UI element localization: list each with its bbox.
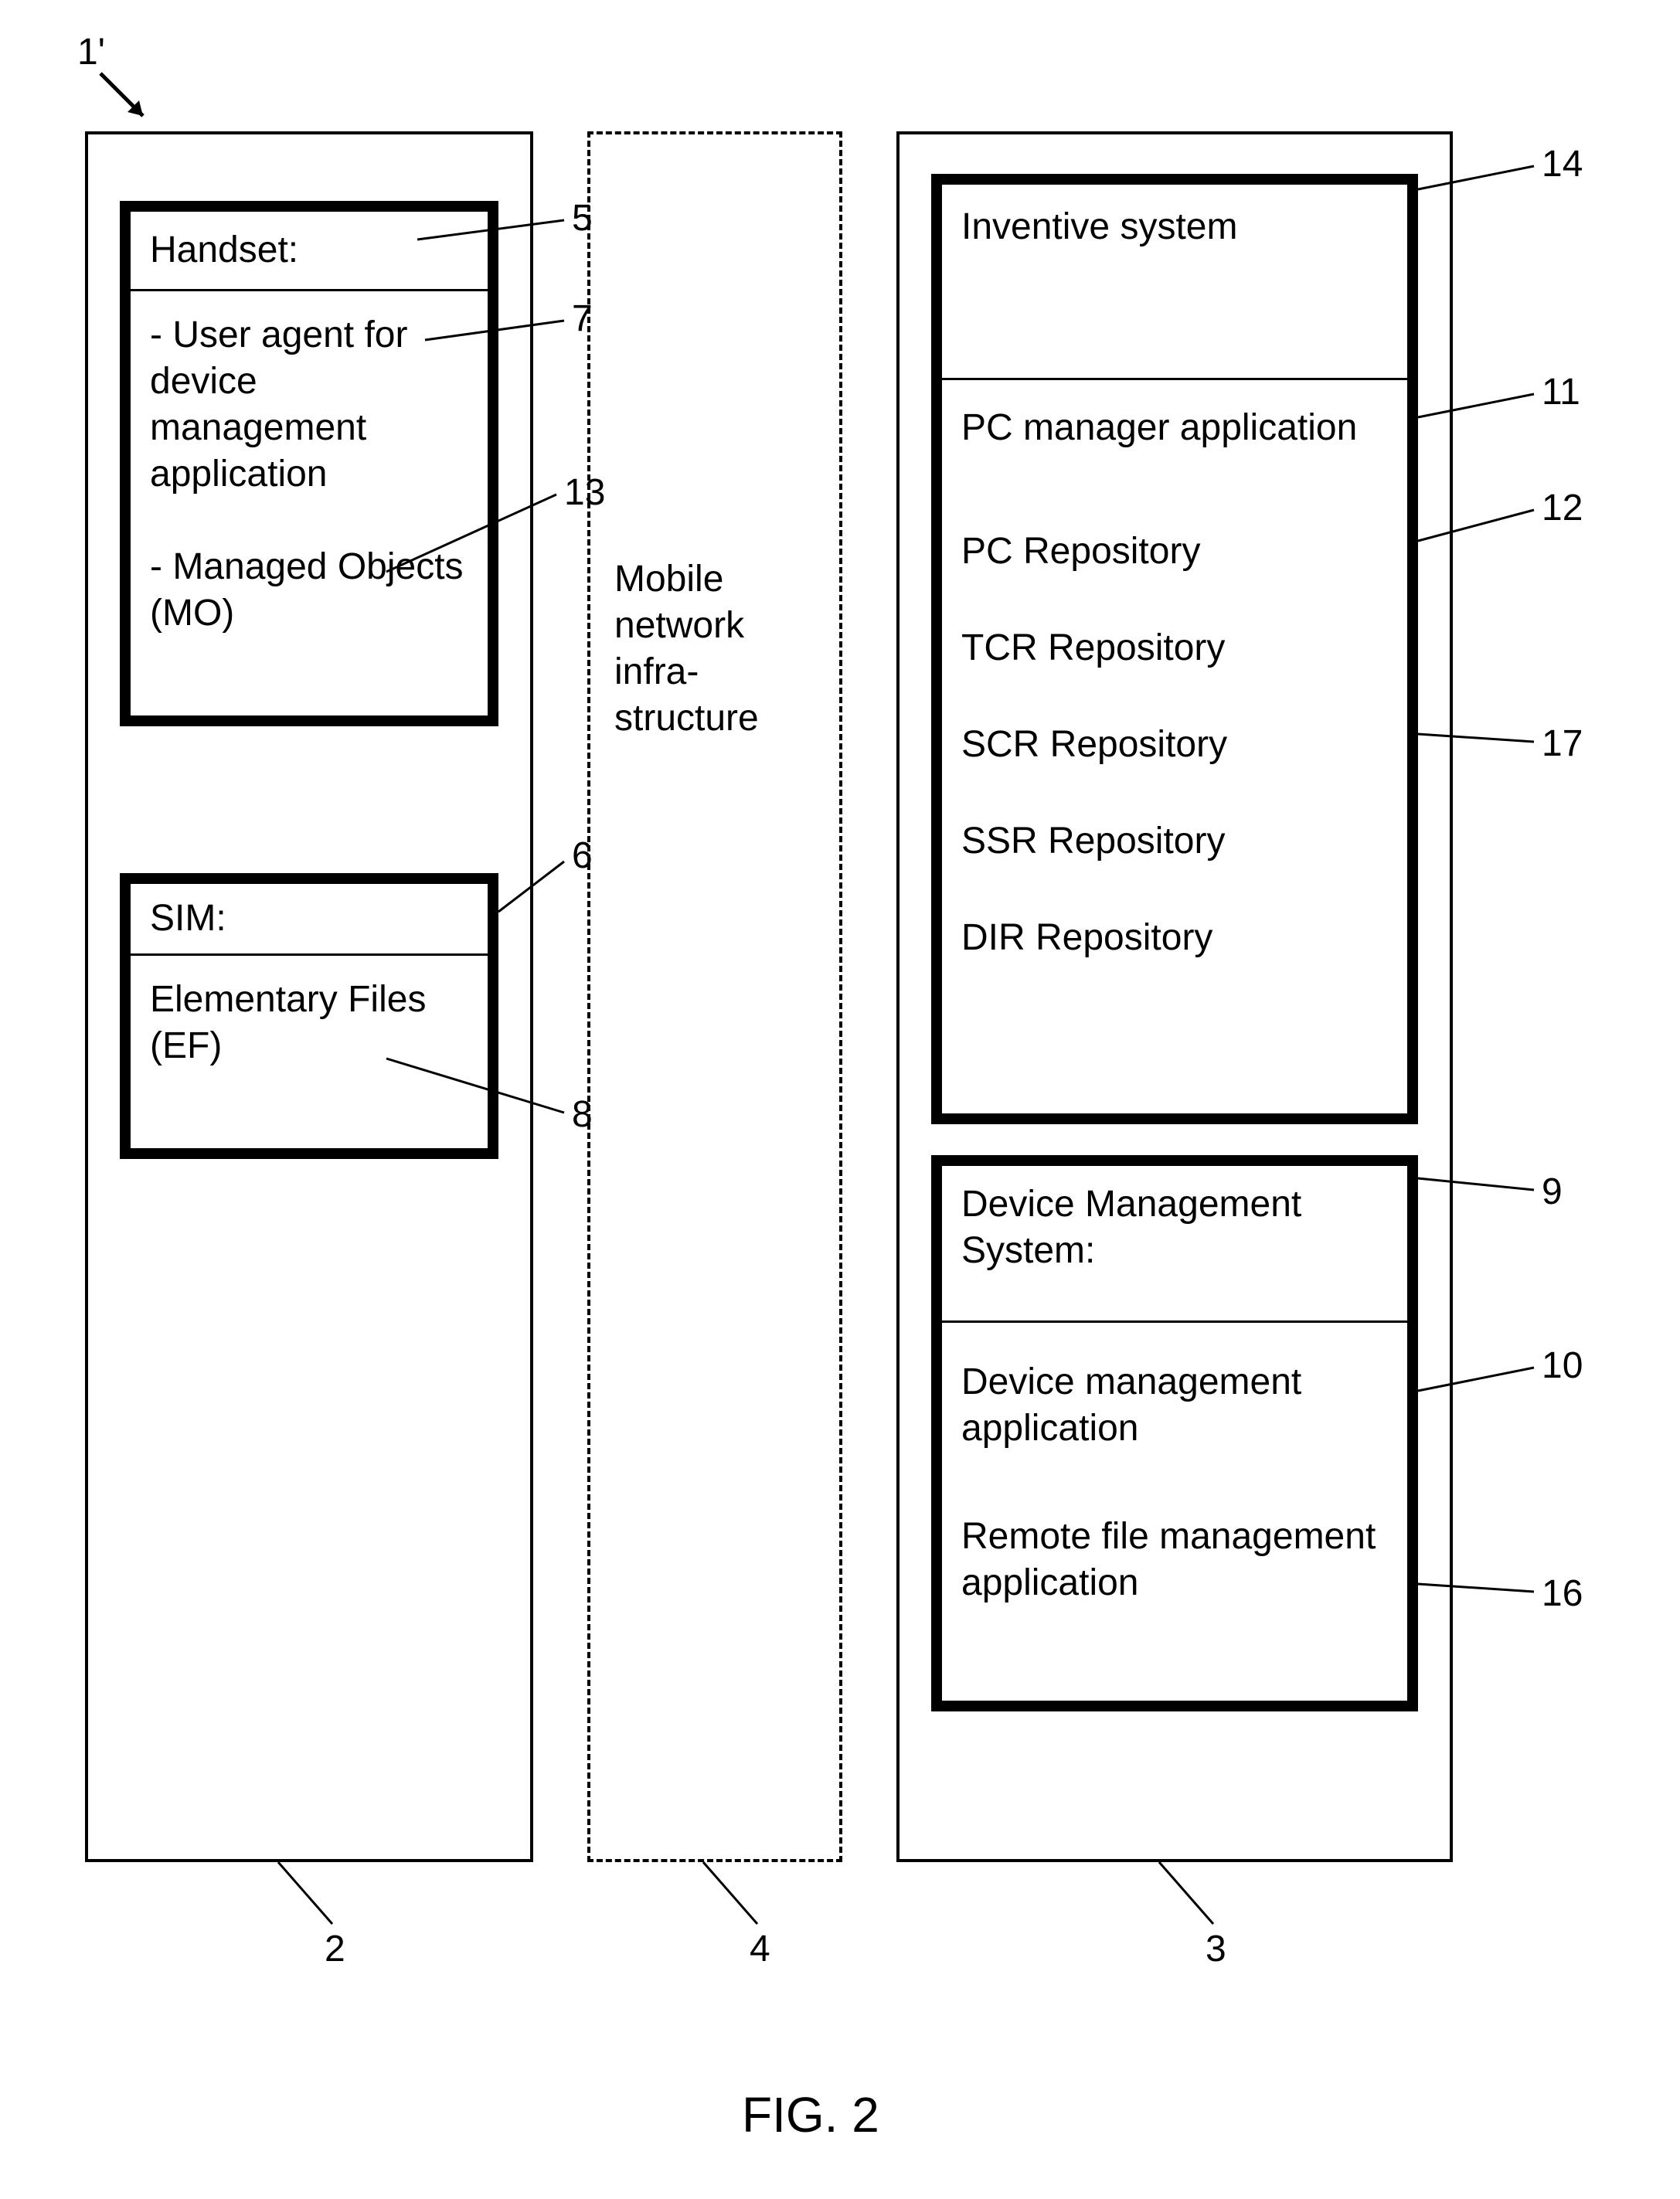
inventive-box: Inventive system PC manager application … (931, 174, 1418, 1124)
inv-l6: DIR Repository (961, 915, 1394, 961)
marker-1prime: 1' (77, 31, 105, 73)
dms-box: Device Management System: Device managem… (931, 1155, 1418, 1711)
callout-5: 5 (572, 197, 593, 240)
callout-11: 11 (1542, 371, 1580, 413)
sim-box: SIM: Elementary Files (EF) (120, 873, 498, 1159)
footer-2: 2 (325, 1928, 345, 1970)
callout-14: 14 (1542, 143, 1583, 185)
sim-divider (131, 953, 488, 956)
inv-l4: SCR Repository (961, 722, 1394, 768)
callout-13: 13 (564, 471, 605, 514)
handset-divider (131, 289, 488, 291)
callout-8: 8 (572, 1093, 593, 1136)
footer-3: 3 (1206, 1928, 1226, 1970)
callout-7: 7 (572, 297, 593, 340)
inv-l1: PC manager application (961, 405, 1394, 451)
inv-l5: SSR Repository (961, 818, 1394, 865)
callout-6: 6 (572, 834, 593, 877)
middle-label: Mobile network infra-structure (614, 556, 815, 742)
handset-box: Handset: - User agent for device managem… (120, 201, 498, 726)
callout-17: 17 (1542, 722, 1583, 765)
column-middle (587, 131, 842, 1862)
inv-l2: PC Repository (961, 529, 1394, 575)
dms-divider (942, 1320, 1407, 1323)
sim-body: Elementary Files (EF) (150, 977, 474, 1069)
sim-title: SIM: (150, 896, 226, 942)
figure-label: FIG. 2 (742, 2086, 879, 2143)
handset-title: Handset: (150, 227, 298, 274)
dms-title: Device Management System: (961, 1181, 1394, 1274)
callout-12: 12 (1542, 487, 1583, 529)
handset-item-1: - User agent for device management appli… (150, 312, 474, 498)
inventive-title: Inventive system (961, 204, 1394, 250)
dms-b1: Device management application (961, 1359, 1394, 1452)
inventive-divider (942, 378, 1407, 380)
footer-4: 4 (750, 1928, 770, 1970)
callout-16: 16 (1542, 1572, 1583, 1615)
callout-9: 9 (1542, 1171, 1563, 1213)
diagram-stage: 1' Handset: - User agent for device mana… (0, 0, 1680, 2199)
handset-item-2: - Managed Objects (MO) (150, 544, 474, 637)
dms-b2: Remote file management application (961, 1514, 1394, 1606)
inv-l3: TCR Repository (961, 625, 1394, 671)
callout-10: 10 (1542, 1344, 1583, 1387)
